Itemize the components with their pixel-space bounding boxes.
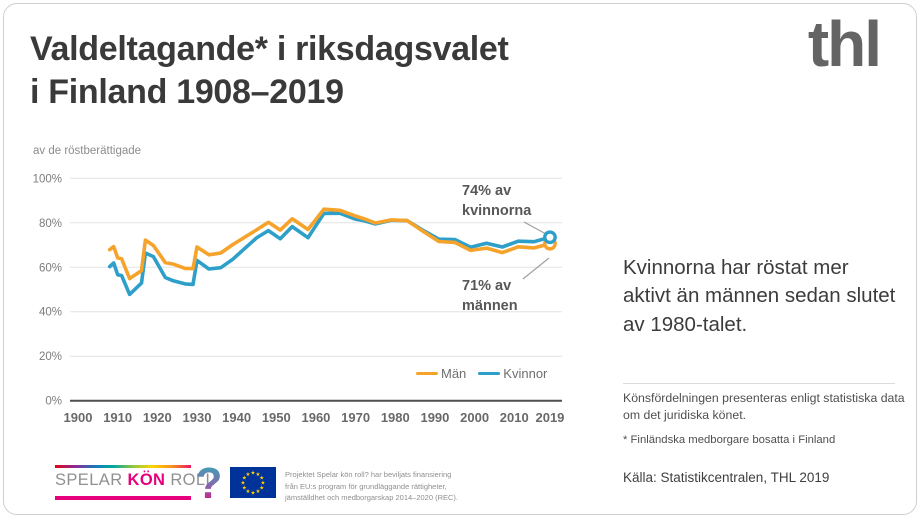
y-tick-label: 20% (39, 351, 62, 363)
title-line-2: i Finland 1908–2019 (30, 73, 344, 112)
skr-word-spelar: SPELAR (55, 471, 123, 489)
eu-funding-text: Projektet Spelar kön roll? har beviljats… (285, 469, 458, 504)
y-axis-note: av de röstberättigade (33, 145, 142, 157)
asterisk-footnote: * Finländska medborgare bosatta i Finlan… (623, 434, 836, 446)
x-tick-label: 1950 (262, 410, 291, 425)
eu-star: ★ (259, 485, 264, 492)
svg-text:?: ? (196, 460, 223, 508)
y-tick-label: 0% (45, 396, 62, 408)
turnout-line-chart: 100% 80% 60% 40% 20% 0%1900 1910 1920 1930 1940 19… (33, 173, 565, 425)
x-tick-label: 1910 (103, 410, 132, 425)
eu-star: ★ (256, 488, 261, 495)
thl-logo: thl (807, 8, 882, 80)
title-line-1: Valdeltagande* i riksdagsvalet (30, 30, 509, 68)
eu-flag-icon: ★ ★★★★★★★★★★★ (230, 467, 276, 498)
x-tick-label: 1970 (341, 410, 370, 425)
highlight-text: Kvinnorna har röstat mer aktivt än männe… (623, 256, 896, 336)
chart-area: 100% 80% 60% 40% 20% 0% 1900 1910 1920 1930 1940 19… (0, 160, 615, 445)
leader-line-men (522, 257, 550, 280)
eu-star: ★ (241, 480, 246, 487)
legend-label: Män (441, 366, 467, 381)
x-tick-label: 1960 (301, 410, 330, 425)
spelar-kon-roll-logo: SPELAR KÖN ROLL ? (55, 460, 225, 508)
magenta-bar (55, 496, 191, 500)
leader-line-women (523, 221, 547, 235)
eu-star: ★ (261, 480, 266, 487)
y-tick-label: 60% (39, 262, 62, 274)
män-line (107, 207, 552, 281)
sidebar-divider (623, 383, 895, 384)
question-mark-icon: ? (196, 460, 223, 508)
eu-text-line: Projektet Spelar kön roll? har beviljats… (285, 470, 452, 479)
legend-item-män: Män (416, 366, 466, 381)
eu-star: ★ (246, 471, 251, 478)
kvinnor-end-marker (543, 230, 557, 245)
annotation-women-74pct: 74% av kvinnorna (462, 183, 532, 219)
legend-swatch (416, 371, 438, 376)
y-tick-label: 100% (33, 173, 62, 185)
eu-star: ★ (246, 488, 251, 495)
eu-star: ★ (259, 475, 264, 482)
chart-legend: Män Kvinnor (416, 366, 547, 381)
eu-star: ★ (242, 475, 247, 482)
y-tick-label: 80% (39, 218, 62, 230)
rainbow-bar (55, 465, 191, 468)
x-tick-label: 1930 (183, 410, 212, 425)
legend-item-kvinnor: Kvinnor (478, 366, 547, 381)
eu-flag-field (230, 467, 276, 498)
annotation-men-71pct: 71% av männen (462, 278, 518, 314)
skr-word-kon: KÖN (127, 471, 166, 489)
gender-data-note: Könsfördelningen presenteras enligt stat… (623, 391, 905, 422)
legend-label: Kvinnor (503, 366, 548, 381)
x-tick-label: 1940 (222, 410, 251, 425)
x-tick-label: 1990 (420, 410, 449, 425)
page-title: Valdeltagande* i riksdagsvalet i Finland… (30, 28, 509, 114)
spelar-kon-roll-text: SPELAR KÖN ROLL (55, 471, 215, 490)
legend-swatch (478, 371, 501, 376)
eu-star: ★ (256, 471, 261, 478)
x-tick-label: 2019 (535, 410, 564, 425)
x-tick-label: 1980 (381, 410, 410, 425)
x-tick-label: 2010 (500, 410, 529, 425)
x-tick-label: 1920 (143, 410, 172, 425)
x-tick-label: 2000 (460, 410, 489, 425)
x-tick-label: 1900 (64, 410, 93, 425)
eu-text-line: från EU:s program för grundläggande rätt… (285, 481, 447, 491)
eu-star: ★ (251, 470, 256, 477)
eu-star: ★ (242, 485, 247, 492)
source-text: Källa: Statistikcentralen, THL 2019 (623, 470, 830, 485)
eu-star: ★ (251, 490, 256, 497)
skr-word-roll: ROLL (170, 471, 216, 489)
eu-text-line: jämställdhet och medborgarskap 2014–2020… (285, 493, 459, 503)
y-tick-label: 40% (39, 307, 62, 319)
